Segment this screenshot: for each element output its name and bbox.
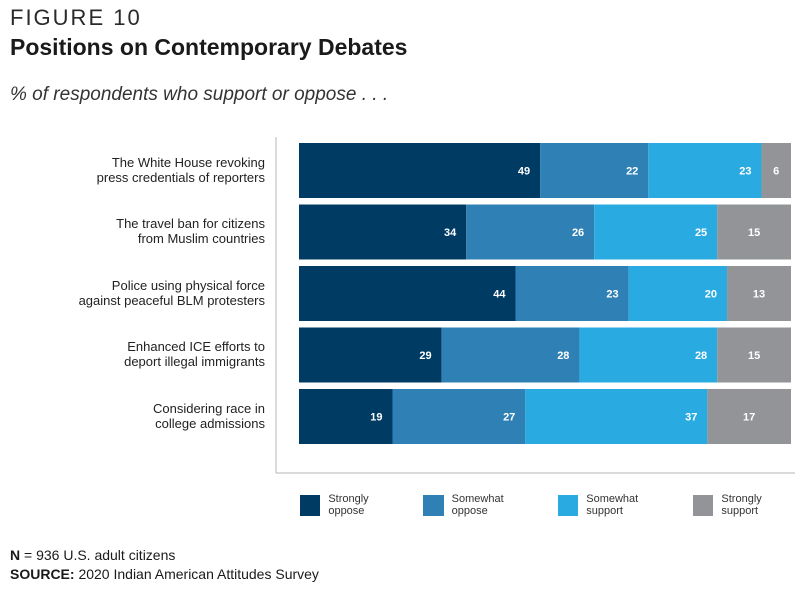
legend-item-somewhat-oppose: Somewhat oppose bbox=[423, 493, 540, 517]
data-label-strongly-oppose-1: 49 bbox=[518, 166, 530, 178]
data-label-strongly-oppose-5: 19 bbox=[370, 412, 382, 424]
sample-size-label: N bbox=[10, 547, 21, 563]
bar-segment-strongly-support-1 bbox=[761, 143, 791, 198]
category-label-3: Police using physical force against peace… bbox=[5, 278, 265, 308]
bar-segment-somewhat-support-1 bbox=[648, 143, 762, 198]
legend-label: Somewhat support bbox=[586, 493, 639, 517]
category-label-line: college admissions bbox=[155, 415, 265, 431]
data-label-strongly-oppose-3: 44 bbox=[493, 289, 506, 301]
category-label-line: press credentials of reporters bbox=[96, 169, 265, 185]
bar-segment-somewhat-oppose-1 bbox=[540, 143, 649, 198]
chart-subtitle: % of respondents who support or oppose .… bbox=[10, 84, 389, 105]
legend-label: Strongly oppose bbox=[328, 493, 369, 517]
sample-size-note: N = 936 U.S. adult citizens bbox=[10, 547, 175, 563]
data-label-somewhat-support-5: 37 bbox=[685, 412, 697, 424]
data-label-strongly-support-2: 15 bbox=[748, 227, 760, 239]
sample-size-text: = 936 U.S. adult citizens bbox=[24, 547, 176, 563]
bar-segment-strongly-oppose-1 bbox=[299, 143, 541, 198]
data-label-somewhat-oppose-3: 23 bbox=[606, 289, 618, 301]
data-label-strongly-support-4: 15 bbox=[748, 350, 760, 362]
bar-segment-somewhat-oppose-3 bbox=[515, 266, 629, 321]
bar-segment-somewhat-support-4 bbox=[579, 327, 718, 383]
category-label-4: Enhanced ICE efforts to deport illegal im… bbox=[5, 339, 265, 369]
data-label-somewhat-support-1: 23 bbox=[739, 166, 751, 178]
source-label: SOURCE: bbox=[10, 566, 75, 582]
bar-segment-strongly-oppose-4 bbox=[299, 327, 442, 383]
category-label-line: from Muslim countries bbox=[137, 231, 265, 246]
bar-segment-somewhat-oppose-2 bbox=[466, 204, 595, 260]
category-label-line: deport illegal immigrants bbox=[124, 354, 265, 369]
category-label-2: The travel ban for citizens from Muslim c… bbox=[5, 216, 265, 246]
bar-segment-somewhat-support-5 bbox=[525, 389, 708, 444]
category-label-line: The travel ban for citizens bbox=[116, 216, 265, 231]
category-label-line: Police using physical force bbox=[111, 277, 265, 293]
legend-swatch bbox=[557, 494, 579, 516]
bar-segment-strongly-oppose-5 bbox=[299, 389, 393, 444]
data-label-somewhat-support-3: 20 bbox=[705, 289, 717, 301]
source-text: 2020 Indian American Attitudes Survey bbox=[78, 566, 319, 582]
bar-segment-strongly-support-3 bbox=[727, 266, 791, 321]
data-label-somewhat-oppose-1: 22 bbox=[626, 166, 638, 178]
data-label-somewhat-support-4: 28 bbox=[695, 350, 707, 362]
category-label-line: Enhanced ICE efforts to bbox=[127, 339, 265, 354]
bar-segment-somewhat-support-2 bbox=[594, 204, 718, 260]
bar-segment-somewhat-support-3 bbox=[628, 266, 728, 321]
bar-segment-strongly-support-2 bbox=[717, 204, 791, 260]
legend-label: Strongly support bbox=[721, 493, 762, 517]
legend-item-somewhat-support: Somewhat support bbox=[557, 493, 675, 517]
legend-item-strongly-oppose: Strongly oppose bbox=[300, 493, 405, 517]
category-label-5: Considering race in college admissions bbox=[5, 401, 265, 431]
bar-segment-strongly-oppose-2 bbox=[299, 204, 467, 260]
bar-segment-somewhat-oppose-5 bbox=[392, 389, 526, 444]
data-label-strongly-support-5: 17 bbox=[743, 412, 755, 424]
category-label-1: The White House revoking press credential… bbox=[5, 155, 265, 185]
data-label-somewhat-oppose-2: 26 bbox=[572, 227, 584, 239]
data-label-somewhat-support-2: 25 bbox=[695, 227, 707, 239]
source-note: SOURCE: 2020 Indian American Attitudes S… bbox=[10, 566, 319, 582]
data-label-strongly-support-1: 6 bbox=[773, 166, 779, 178]
category-label-line: Considering race in bbox=[152, 400, 265, 416]
bar-segment-strongly-support-5 bbox=[707, 389, 791, 444]
bar-segment-strongly-support-4 bbox=[717, 327, 791, 383]
data-label-somewhat-oppose-4: 28 bbox=[557, 350, 569, 362]
category-label-line: The White House revoking bbox=[111, 154, 265, 170]
data-label-strongly-support-3: 13 bbox=[753, 289, 765, 301]
legend-swatch bbox=[693, 494, 714, 516]
bar-segment-strongly-oppose-3 bbox=[299, 266, 516, 321]
bar-segment-somewhat-oppose-4 bbox=[441, 327, 580, 383]
data-label-strongly-oppose-2: 34 bbox=[444, 227, 457, 239]
data-label-somewhat-oppose-5: 27 bbox=[503, 412, 515, 424]
chart-title: Positions on Contemporary Debates bbox=[10, 34, 408, 60]
legend-swatch bbox=[423, 494, 444, 516]
legend-item-strongly-support: Strongly support bbox=[693, 493, 799, 517]
figure-label: FIGURE 10 bbox=[10, 5, 142, 30]
category-label-line: against peaceful BLM protesters bbox=[78, 292, 265, 308]
chart-legend: Strongly oppose Somewhat oppose Somewhat s… bbox=[300, 493, 799, 517]
data-label-strongly-oppose-4: 29 bbox=[419, 350, 431, 362]
legend-label: Somewhat oppose bbox=[451, 493, 504, 517]
legend-swatch bbox=[300, 494, 321, 516]
